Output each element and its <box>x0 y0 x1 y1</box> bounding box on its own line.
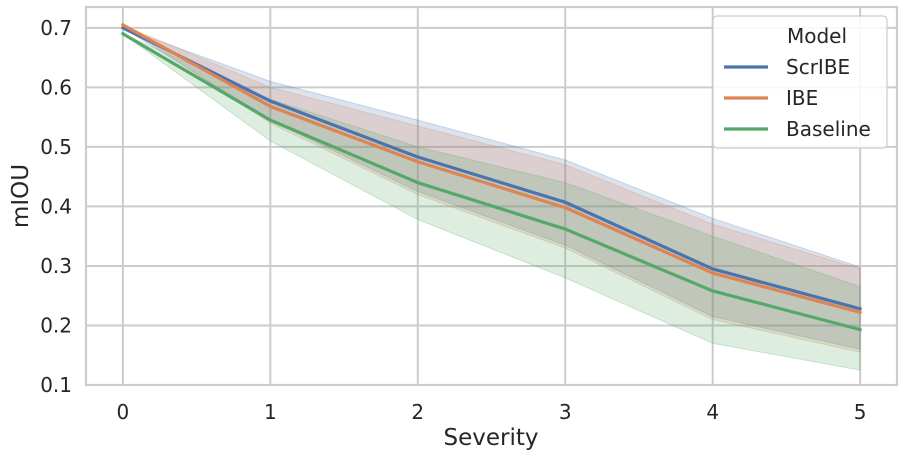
point-scribe-2 <box>416 155 420 159</box>
legend-label-baseline: Baseline <box>786 117 871 141</box>
point-ibe-2 <box>416 160 420 164</box>
x-tick-label-4: 4 <box>706 400 719 424</box>
x-tick-label-2: 2 <box>411 400 424 424</box>
point-ibe-3 <box>563 206 567 210</box>
confidence-bands <box>122 24 861 371</box>
band-ibe <box>122 24 861 353</box>
x-tick-label-3: 3 <box>559 400 572 424</box>
x-tick-label-5: 5 <box>854 400 867 424</box>
y-tick-label-0.5: 0.5 <box>40 135 72 159</box>
legend-box <box>712 15 888 149</box>
point-baseline-5 <box>858 328 862 332</box>
x-tick-label-1: 1 <box>264 400 277 424</box>
point-baseline-0 <box>121 32 125 36</box>
legend-label-ibe: IBE <box>786 86 818 110</box>
line-scribe <box>121 26 862 311</box>
y-tick-label-0.3: 0.3 <box>40 254 72 278</box>
point-scribe-1 <box>268 99 272 103</box>
point-scribe-5 <box>858 307 862 311</box>
point-ibe-5 <box>858 310 862 314</box>
line-baseline <box>121 32 862 332</box>
point-baseline-3 <box>563 227 567 231</box>
x-tick-labels: 0 1 2 3 4 5 <box>116 400 866 424</box>
y-tick-label-0.4: 0.4 <box>40 194 72 218</box>
y-axis-label: mIOU <box>8 164 34 228</box>
point-baseline-4 <box>711 289 715 293</box>
legend-title: Model <box>787 24 847 48</box>
y-tick-label-0.1: 0.1 <box>40 373 72 397</box>
legend-label-scribe: ScrIBE <box>786 55 850 79</box>
y-tick-label-0.2: 0.2 <box>40 313 72 337</box>
plot-frame <box>84 5 899 387</box>
point-ibe-1 <box>268 104 272 109</box>
point-baseline-1 <box>268 118 272 122</box>
x-axis-label: Severity <box>444 425 539 451</box>
point-ibe-4 <box>711 271 715 275</box>
line-ibe <box>121 23 862 314</box>
legend: Model ScrIBE IBE Baseline <box>712 15 888 149</box>
y-tick-label-0.7: 0.7 <box>40 16 72 40</box>
x-tick-label-0: 0 <box>116 400 129 424</box>
y-tick-labels: 0.1 0.2 0.3 0.4 0.5 0.6 0.7 <box>40 16 72 397</box>
point-scribe-4 <box>711 267 715 271</box>
point-ibe-0 <box>121 23 125 27</box>
series-lines <box>121 23 862 332</box>
point-scribe-3 <box>563 200 567 204</box>
point-baseline-2 <box>416 181 420 185</box>
y-tick-label-0.6: 0.6 <box>40 75 72 99</box>
